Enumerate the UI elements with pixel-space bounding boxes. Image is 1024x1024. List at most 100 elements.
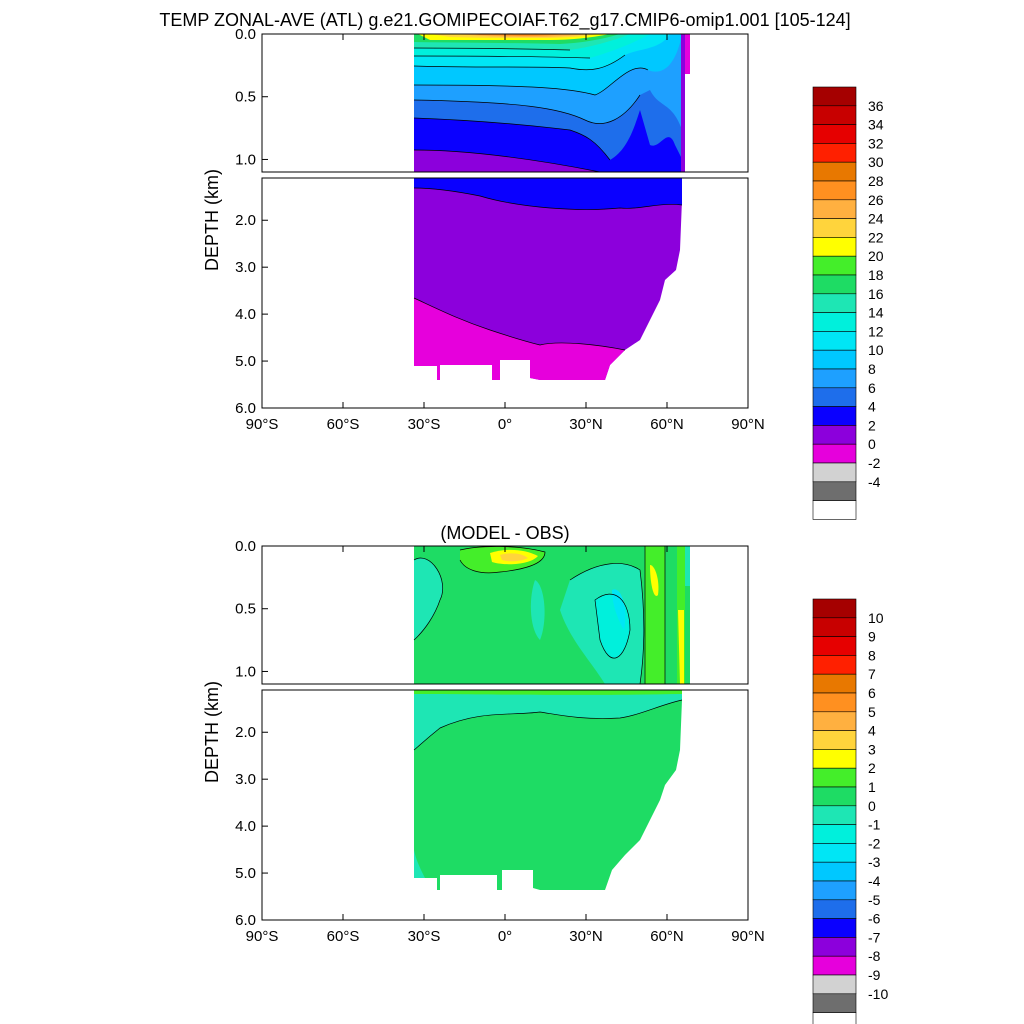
temp-ylabel: DEPTH (km) (202, 169, 222, 271)
colorbar-label: 18 (868, 267, 884, 283)
colorbar-label: 7 (868, 666, 876, 682)
colorbar-swatch (812, 993, 857, 1013)
colorbar-label: -2 (868, 455, 881, 471)
diff-axes: 90°S 60°S 30°S 0° 30°N 60°N 90°N 0.0 0.5 1.0 2.0 3.… (235, 538, 765, 945)
colorbar-swatch (812, 692, 857, 713)
colorbar-swatch (812, 237, 857, 257)
x-tick-label: 60°S (327, 416, 360, 433)
y-tick-label: 3.0 (235, 771, 256, 788)
x-tick-label: 90°N (731, 928, 765, 945)
temp-upper-field (413, 34, 690, 172)
colorbar-swatch (812, 180, 857, 201)
colorbar-label: 26 (868, 192, 884, 208)
colorbar-label: -3 (868, 854, 881, 870)
colorbar-label: 6 (868, 685, 876, 701)
colorbar-swatch (812, 880, 857, 901)
colorbar-swatch (812, 274, 857, 295)
colorbar-swatch (812, 918, 857, 938)
page-title: TEMP ZONAL-AVE (ATL) g.e21.GOMIPECOIAF.T… (159, 10, 850, 31)
colorbar-swatch (812, 786, 857, 807)
colorbar-label: -9 (868, 967, 881, 983)
colorbar-label: 28 (868, 173, 884, 189)
colorbar-label: -6 (868, 911, 881, 927)
colorbar-swatch (812, 598, 857, 619)
colorbar-swatch (812, 500, 857, 520)
colorbar-swatch (812, 655, 857, 675)
colorbar-swatch (812, 955, 857, 976)
colorbar-swatch (812, 349, 857, 370)
colorbar-label: 4 (868, 723, 876, 739)
colorbar-label: -2 (868, 835, 881, 851)
colorbar-label: 8 (868, 361, 876, 377)
colorbar-label: 3 (868, 741, 876, 757)
colorbar-swatch (812, 711, 857, 731)
y-tick-label: 0.5 (235, 601, 256, 618)
colorbar-label: -4 (868, 873, 881, 889)
y-tick-label: 5.0 (235, 865, 256, 882)
colorbar-swatch (812, 805, 857, 825)
colorbar-label: 16 (868, 286, 884, 302)
colorbar-label: 12 (868, 323, 884, 339)
colorbar-swatch (812, 443, 857, 464)
panel-temperature: 90°S 60°S 30°S 0° 30°N 60°N 90°N 0.0 0.5 1.0 2.0 3.… (202, 26, 884, 520)
colorbar-label: 10 (868, 342, 884, 358)
y-tick-label: 3.0 (235, 259, 256, 276)
colorbar-swatch (812, 462, 857, 483)
colorbar-label: 20 (868, 248, 884, 264)
colorbar-swatch (812, 974, 857, 995)
x-tick-label: 30°S (408, 928, 441, 945)
x-tick-label: 0° (498, 416, 512, 433)
colorbar-swatch (812, 749, 857, 769)
colorbar-label: 9 (868, 629, 876, 645)
colorbar-label: 2 (868, 417, 876, 433)
diff-upper-field (413, 546, 690, 684)
x-tick-label: 90°N (731, 416, 765, 433)
colorbar-label: -1 (868, 817, 881, 833)
colorbar-swatch (812, 824, 857, 844)
colorbar-label: 10 (868, 610, 884, 626)
colorbar-swatch (812, 387, 857, 407)
colorbar-label: 0 (868, 798, 876, 814)
y-tick-label: 1.0 (235, 663, 256, 680)
colorbar-label: -5 (868, 892, 881, 908)
colorbar-swatch (812, 899, 857, 919)
x-tick-label: 30°N (569, 416, 603, 433)
colorbar-label: 8 (868, 647, 876, 663)
x-tick-label: 60°N (650, 416, 684, 433)
y-tick-label: 4.0 (235, 818, 256, 835)
colorbar-label: 6 (868, 380, 876, 396)
diff-lower-field (413, 690, 683, 890)
colorbar-swatch (812, 368, 857, 389)
panel-model-minus-obs: (MODEL - OBS) (202, 523, 888, 1024)
colorbar-label: 34 (868, 117, 884, 133)
colorbar-swatch (812, 843, 857, 863)
y-tick-label: 5.0 (235, 353, 256, 370)
diff-ylabel: DEPTH (km) (202, 681, 222, 783)
colorbar-label: 2 (868, 760, 876, 776)
colorbar-swatch (812, 105, 857, 125)
x-tick-label: 60°N (650, 928, 684, 945)
colorbar-label: 0 (868, 436, 876, 452)
colorbar-label: -8 (868, 948, 881, 964)
colorbar-swatch (812, 161, 857, 182)
y-tick-label: 0.0 (235, 26, 256, 43)
colorbar-swatch (812, 1012, 857, 1024)
y-tick-label: 6.0 (235, 400, 256, 417)
colorbar-swatch (812, 218, 857, 238)
x-tick-label: 0° (498, 928, 512, 945)
colorbar-label: -10 (868, 986, 888, 1002)
colorbar-swatch (812, 861, 857, 882)
colorbar-swatch (812, 143, 857, 163)
x-tick-label: 90°S (246, 416, 279, 433)
diff-title: (MODEL - OBS) (440, 523, 569, 543)
y-tick-label: 2.0 (235, 724, 256, 741)
colorbar-swatch (812, 312, 857, 332)
colorbar-swatch (812, 673, 857, 694)
colorbar-label: 4 (868, 399, 876, 415)
colorbar-swatch (812, 481, 857, 501)
colorbar-label: 22 (868, 229, 884, 245)
colorbar-swatch (812, 636, 857, 656)
y-tick-label: 6.0 (235, 912, 256, 929)
colorbar-swatch (812, 937, 857, 957)
colorbar-swatch (812, 617, 857, 637)
